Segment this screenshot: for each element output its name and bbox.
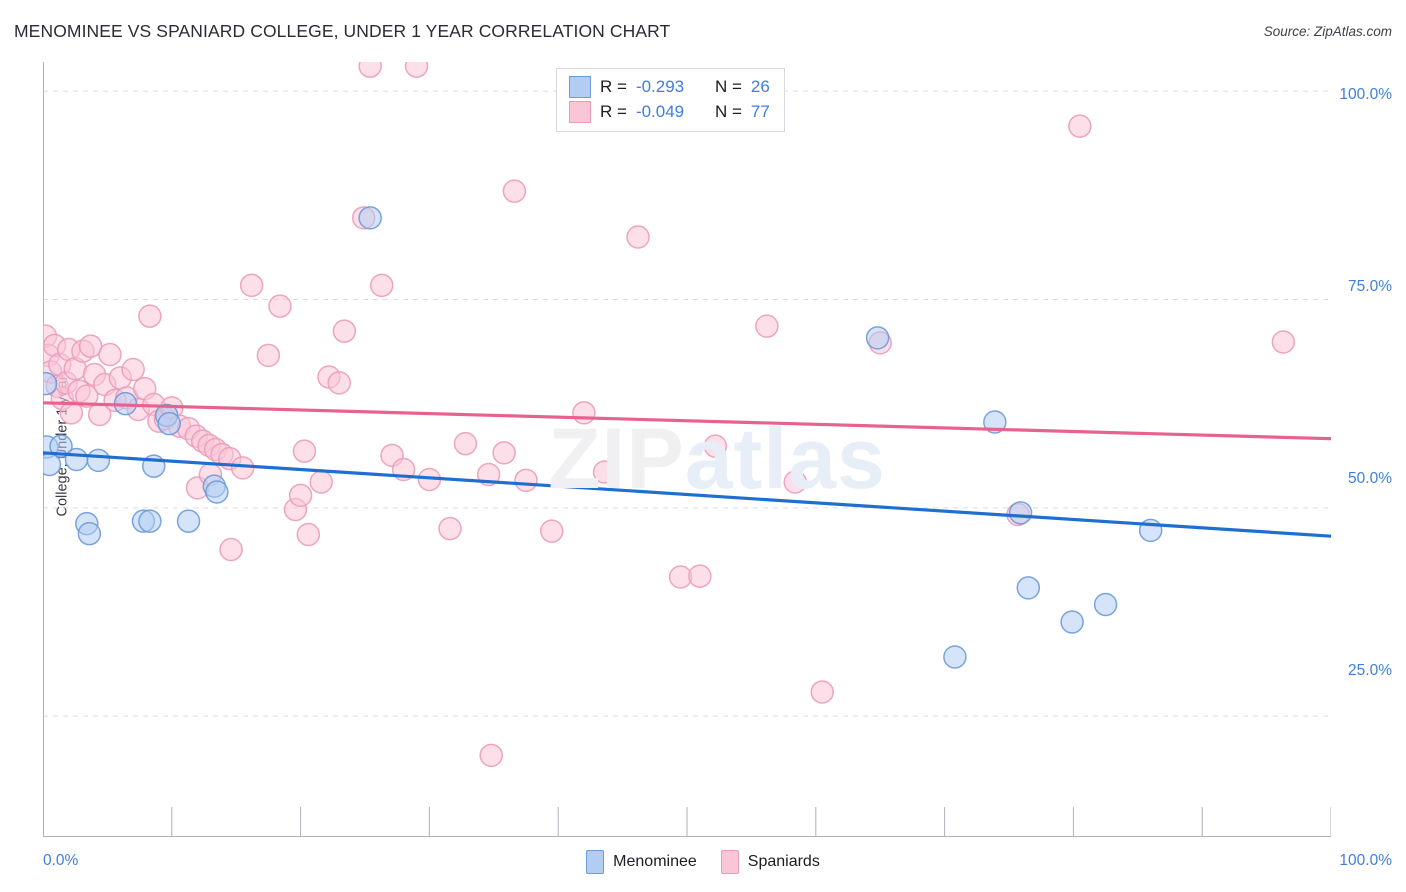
spaniards-points [43, 62, 1296, 768]
y-tick-label-25: 25.0% [1348, 662, 1392, 679]
x-axis-min-label: 0.0% [43, 852, 79, 869]
stats-row-spaniards: R = -0.049 N = 77 [569, 101, 770, 123]
y-tick-label-50: 50.0% [1348, 470, 1392, 487]
r-label-menominee: R = [600, 77, 627, 96]
spaniards-legend-label: Spaniards [747, 853, 820, 870]
source-label: Source: ZipAtlas.com [1263, 24, 1392, 39]
r-value-spaniards: -0.049 [635, 102, 685, 121]
stats-legend: R = -0.293 N = 26 R = -0.049 N = 77 [556, 68, 785, 132]
plot-area [43, 62, 1331, 837]
series-legend: Menominee Spaniards [0, 850, 1406, 874]
menominee-swatch-icon [569, 76, 591, 98]
spaniards-legend-swatch-icon [720, 850, 739, 874]
stats-row-menominee: R = -0.293 N = 26 [569, 76, 770, 98]
gridlines [43, 90, 1331, 717]
n-value-menominee: 26 [750, 77, 770, 96]
menominee-trendline [43, 451, 1331, 538]
x-axis-max-label: 100.0% [1339, 852, 1392, 869]
y-tick-label-75: 75.0% [1348, 278, 1392, 295]
y-tick-label-100: 100.0% [1339, 86, 1392, 103]
menominee-points [43, 206, 1163, 669]
spaniards-trendline [43, 401, 1331, 441]
n-label-spaniards: N = [714, 102, 742, 121]
menominee-legend-label: Menominee [613, 853, 697, 870]
n-value-spaniards: 77 [750, 102, 770, 121]
spaniards-swatch-icon [569, 101, 591, 123]
n-label-menominee: N = [714, 77, 742, 96]
page-title: MENOMINEE VS SPANIARD COLLEGE, UNDER 1 Y… [14, 21, 671, 41]
legend-item-spaniards[interactable]: Spaniards [720, 850, 820, 874]
scatter-plot-svg [43, 62, 1331, 837]
r-value-menominee: -0.293 [635, 77, 685, 96]
x-axis-ticks [43, 807, 1331, 837]
legend-item-menominee[interactable]: Menominee [586, 850, 697, 874]
r-label-spaniards: R = [600, 102, 627, 121]
menominee-legend-swatch-icon [586, 850, 605, 874]
